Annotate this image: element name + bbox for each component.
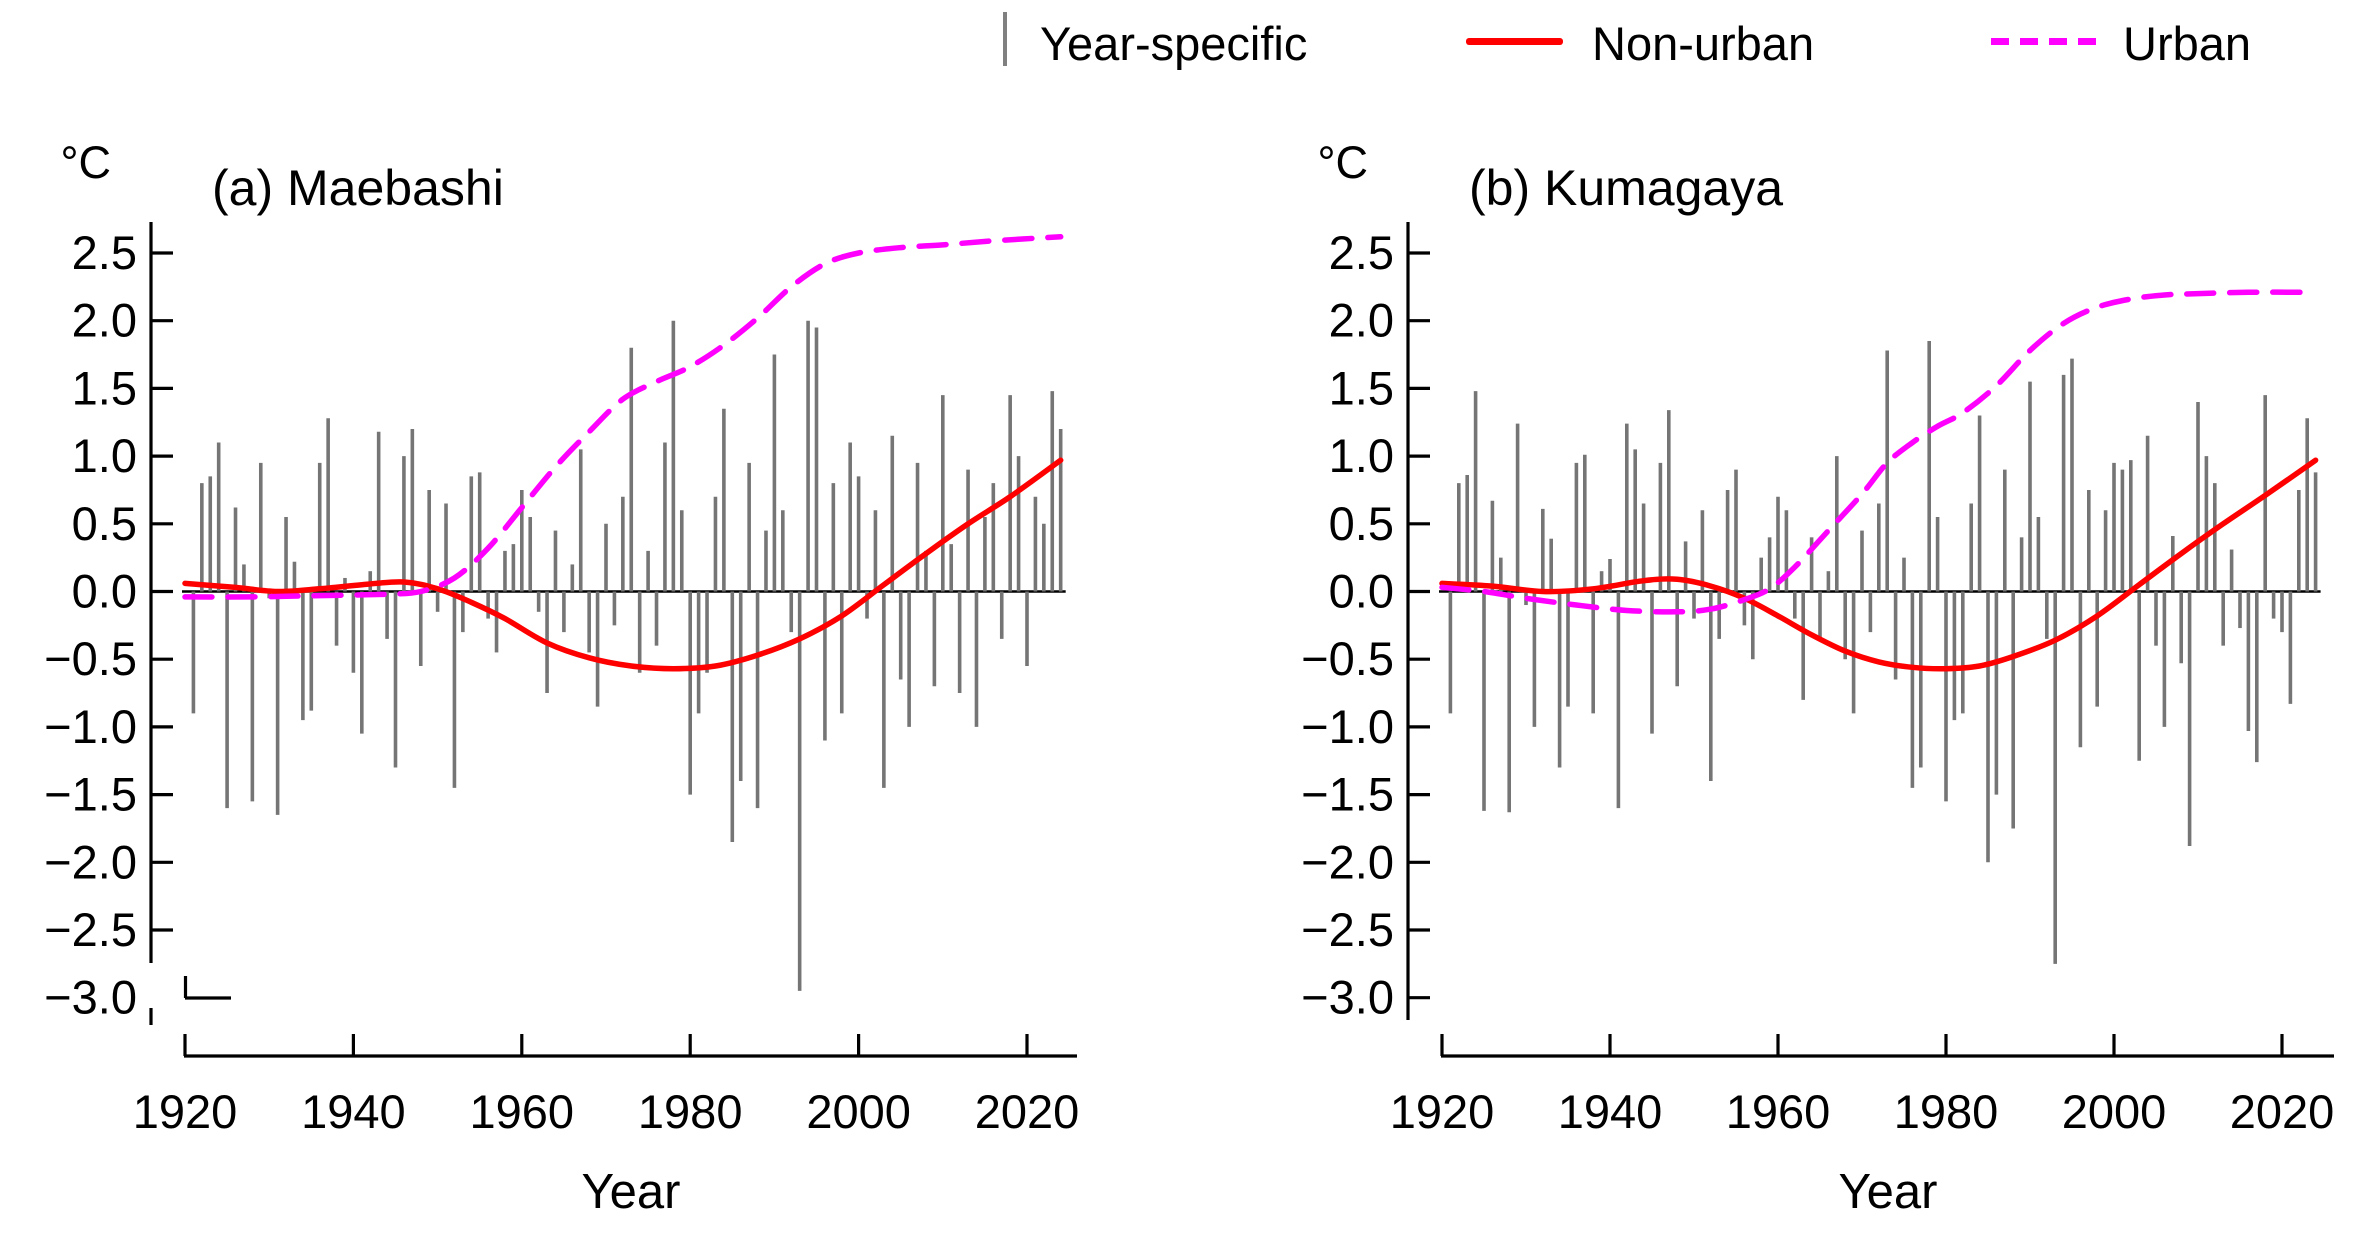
legend-label-non-urban: Non-urban bbox=[1592, 17, 1815, 70]
x-tick-label: 2000 bbox=[806, 1085, 911, 1138]
y-tick-label: −0.5 bbox=[44, 632, 137, 685]
x-tick-label: 2020 bbox=[2230, 1085, 2335, 1138]
panel-a-year-specific-bars bbox=[191, 320, 1063, 991]
panel-a-non-urban-curve bbox=[182, 457, 1064, 672]
panel-b-title: (b) Kumagaya bbox=[1469, 160, 1783, 216]
y-tick-label: 1.5 bbox=[72, 361, 137, 414]
y-tick-label: 1.0 bbox=[72, 429, 137, 482]
panel-a-axes bbox=[149, 222, 1077, 1058]
y-tick-label: −2.5 bbox=[44, 903, 137, 956]
year-specific-swatch-icon bbox=[1003, 12, 1007, 66]
x-tick-label: 1940 bbox=[301, 1085, 406, 1138]
panel-b: (b) Kumagaya °C 2.5 2.0 1.5 1.0 0.5 0.0 −0.5 −1.0… bbox=[1301, 137, 2334, 1219]
x-tick-label: 1960 bbox=[470, 1085, 575, 1138]
panel-a-x-axis-title: Year bbox=[581, 1165, 680, 1219]
y-tick-label: −2.0 bbox=[44, 835, 137, 888]
panel-a-title: (a) Maebashi bbox=[212, 160, 504, 216]
y-tick-label: 0.5 bbox=[1329, 497, 1394, 550]
y-tick-label: 0.0 bbox=[72, 565, 137, 618]
panel-b-non-urban-curve bbox=[1439, 457, 2319, 672]
panel-a-urban-curve bbox=[182, 234, 1064, 600]
panel-a: (a) Maebashi °C 2.5 2.0 1.5 1.0 0.5 0.0 −0.5 −1.0… bbox=[44, 137, 1079, 1219]
panel-b-urban-curve bbox=[1439, 289, 2319, 615]
x-tick-label: 1920 bbox=[133, 1085, 238, 1138]
x-tick-label: 1940 bbox=[1558, 1085, 1663, 1138]
y-tick-label: 2.0 bbox=[1329, 294, 1394, 347]
y-tick-label: −3.0 bbox=[1301, 971, 1394, 1024]
y-tick-label: −1.0 bbox=[44, 700, 137, 753]
legend-label-year-specific: Year-specific bbox=[1040, 17, 1308, 70]
y-tick-label: −1.0 bbox=[1301, 700, 1394, 753]
legend-label-urban: Urban bbox=[2123, 17, 2252, 70]
y-tick-label: −1.5 bbox=[44, 768, 137, 821]
y-tick-label: 2.5 bbox=[72, 226, 137, 279]
y-tick-label: 1.5 bbox=[1329, 361, 1394, 414]
panel-b-y-unit-label: °C bbox=[1318, 137, 1369, 188]
y-tick-label: −2.0 bbox=[1301, 835, 1394, 888]
y-tick-label: 1.0 bbox=[1329, 429, 1394, 482]
panel-b-axes bbox=[1406, 222, 2334, 1058]
x-tick-label: 1980 bbox=[1894, 1085, 1999, 1138]
panel-b-x-axis-title: Year bbox=[1838, 1165, 1937, 1219]
y-tick-label: 2.0 bbox=[72, 294, 137, 347]
chart-legend: Year-specific Non-urban Urban bbox=[0, 0, 2365, 80]
panel-a-y-unit-label: °C bbox=[61, 137, 112, 188]
y-tick-label: 0.5 bbox=[72, 497, 137, 550]
x-tick-label: 1920 bbox=[1390, 1085, 1495, 1138]
y-tick-label: −3.0 bbox=[44, 971, 137, 1024]
y-tick-label: 0.0 bbox=[1329, 565, 1394, 618]
urban-swatch-icon bbox=[1991, 38, 2099, 45]
y-tick-label: −0.5 bbox=[1301, 632, 1394, 685]
non-urban-swatch-icon bbox=[1466, 38, 1563, 45]
x-tick-label: 1980 bbox=[638, 1085, 743, 1138]
y-tick-label: −2.5 bbox=[1301, 903, 1394, 956]
x-tick-label: 2020 bbox=[975, 1085, 1080, 1138]
y-tick-label: −1.5 bbox=[1301, 768, 1394, 821]
panel-b-year-specific-bars bbox=[1448, 341, 2318, 964]
y-tick-label: 2.5 bbox=[1329, 226, 1394, 279]
x-tick-label: 1960 bbox=[1726, 1085, 1831, 1138]
x-tick-label: 2000 bbox=[2062, 1085, 2167, 1138]
